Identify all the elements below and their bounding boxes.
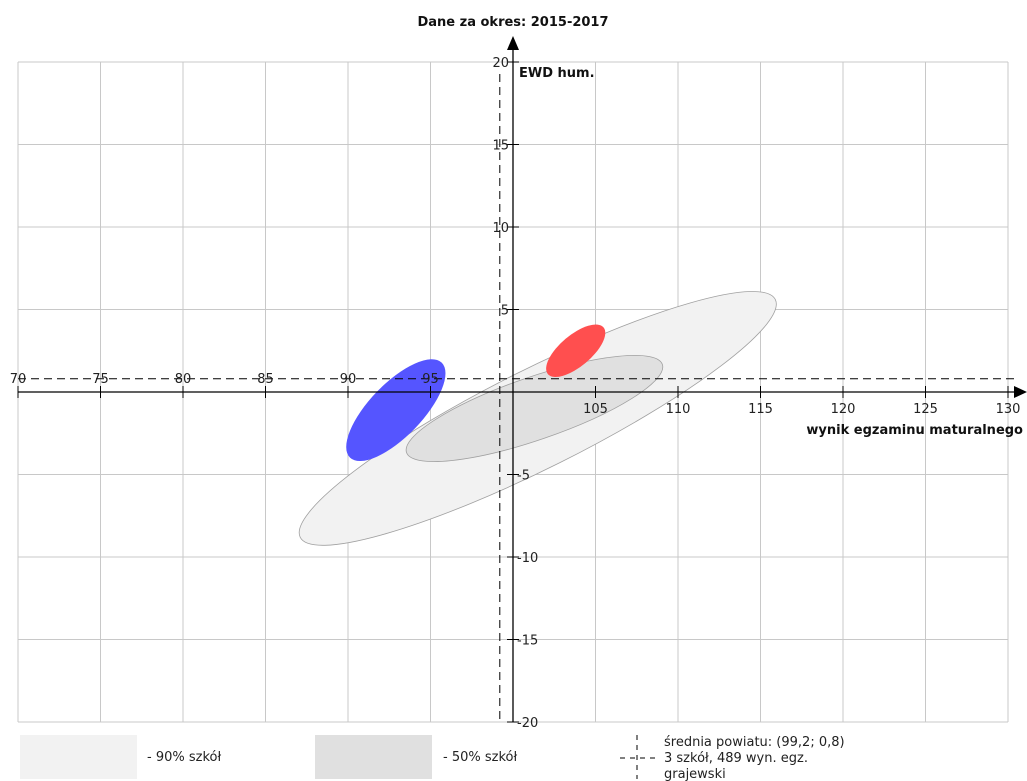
x-tick-label: 125 bbox=[913, 402, 938, 417]
y-axis-arrow-icon bbox=[507, 36, 519, 50]
x-tick-label: 90 bbox=[340, 372, 357, 387]
y-tick-label: 15 bbox=[492, 139, 509, 154]
legend: - 90% szkół - 50% szkół średnia powiatu:… bbox=[20, 735, 845, 781]
mean-lines bbox=[18, 74, 1018, 722]
x-axis-label: wynik egzaminu maturalnego bbox=[806, 423, 1023, 438]
legend-mean-line1: średnia powiatu: (99,2; 0,8) bbox=[664, 735, 845, 750]
y-tick-label: -20 bbox=[517, 716, 538, 731]
x-tick-label: 115 bbox=[748, 402, 773, 417]
x-tick-label: 75 bbox=[92, 372, 109, 387]
legend-label-50: - 50% szkół bbox=[443, 750, 517, 765]
chart-title: Dane za okres: 2015-2017 bbox=[417, 15, 608, 30]
x-tick-label: 130 bbox=[996, 402, 1021, 417]
school-ellipse bbox=[546, 324, 606, 377]
y-tick-label: 20 bbox=[492, 56, 509, 71]
x-tick-label: 85 bbox=[257, 372, 274, 387]
legend-label-90: - 90% szkół bbox=[147, 750, 221, 765]
legend-mean-line3: grajewski bbox=[664, 767, 726, 781]
y-tick-label: -15 bbox=[517, 634, 538, 649]
y-tick-label: 5 bbox=[501, 304, 509, 319]
x-tick-label: 110 bbox=[666, 402, 691, 417]
x-tick-label: 120 bbox=[831, 402, 856, 417]
legend-mean-marker-icon bbox=[620, 735, 655, 779]
x-tick-label: 95 bbox=[422, 372, 439, 387]
axes bbox=[18, 36, 1027, 722]
regions bbox=[298, 291, 777, 546]
legend-mean-line2: 3 szkół, 489 wyn. egz. bbox=[664, 751, 808, 766]
school-ellipse bbox=[346, 359, 446, 462]
y-tick-label: 10 bbox=[492, 221, 509, 236]
x-tick-label: 70 bbox=[10, 372, 27, 387]
y-axis-label: EWD hum. bbox=[519, 66, 595, 81]
y-tick-label: -10 bbox=[517, 551, 538, 566]
region-50-ellipse bbox=[405, 355, 664, 462]
x-axis-arrow-icon bbox=[1014, 386, 1027, 398]
legend-swatch-50 bbox=[315, 735, 432, 779]
school-ellipses bbox=[346, 324, 606, 462]
y-tick-label: -5 bbox=[517, 469, 530, 484]
x-tick-label: 80 bbox=[175, 372, 192, 387]
legend-swatch-90 bbox=[20, 735, 137, 779]
x-tick-label: 105 bbox=[583, 402, 608, 417]
